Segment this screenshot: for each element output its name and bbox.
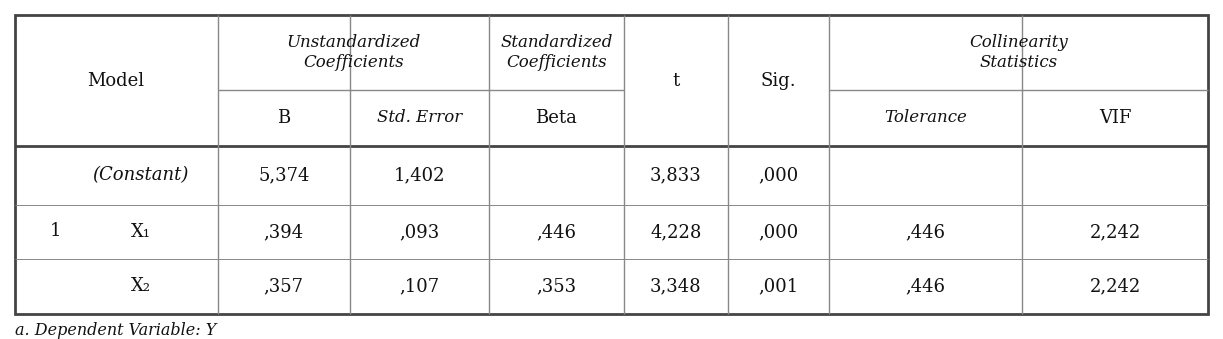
Text: Tolerance: Tolerance bbox=[884, 109, 967, 126]
Text: Model: Model bbox=[88, 72, 144, 89]
Text: 2,242: 2,242 bbox=[1090, 277, 1141, 296]
Text: Beta: Beta bbox=[536, 109, 577, 127]
Text: ,107: ,107 bbox=[400, 277, 439, 296]
Text: Sig.: Sig. bbox=[761, 72, 796, 89]
Text: X₁: X₁ bbox=[131, 223, 150, 241]
Text: ,394: ,394 bbox=[264, 223, 303, 241]
Text: ,000: ,000 bbox=[758, 166, 799, 184]
Text: 2,242: 2,242 bbox=[1090, 223, 1141, 241]
Text: B: B bbox=[278, 109, 290, 127]
Text: ,446: ,446 bbox=[906, 223, 945, 241]
Text: ,357: ,357 bbox=[264, 277, 303, 296]
Text: 1,402: 1,402 bbox=[394, 166, 445, 184]
Text: X₂: X₂ bbox=[131, 277, 150, 296]
Text: 1: 1 bbox=[49, 222, 61, 240]
Text: a. Dependent Variable: Y: a. Dependent Variable: Y bbox=[15, 322, 216, 339]
Text: 3,833: 3,833 bbox=[649, 166, 702, 184]
Text: 3,348: 3,348 bbox=[649, 277, 702, 296]
Text: ,001: ,001 bbox=[758, 277, 799, 296]
Text: Standardized
Coefficients: Standardized Coefficients bbox=[500, 34, 613, 71]
Text: Collinearity
Statistics: Collinearity Statistics bbox=[970, 34, 1068, 71]
Text: ,353: ,353 bbox=[537, 277, 576, 296]
Text: ,000: ,000 bbox=[758, 223, 799, 241]
Text: (Constant): (Constant) bbox=[93, 166, 188, 184]
Text: Unstandardized
Coefficients: Unstandardized Coefficients bbox=[286, 34, 421, 71]
Text: Std. Error: Std. Error bbox=[377, 109, 462, 126]
Text: 5,374: 5,374 bbox=[258, 166, 309, 184]
Text: ,446: ,446 bbox=[537, 223, 576, 241]
Text: VIF: VIF bbox=[1099, 109, 1131, 127]
Text: t: t bbox=[673, 72, 679, 89]
Text: 4,228: 4,228 bbox=[649, 223, 702, 241]
Text: ,446: ,446 bbox=[906, 277, 945, 296]
Text: ,093: ,093 bbox=[400, 223, 439, 241]
